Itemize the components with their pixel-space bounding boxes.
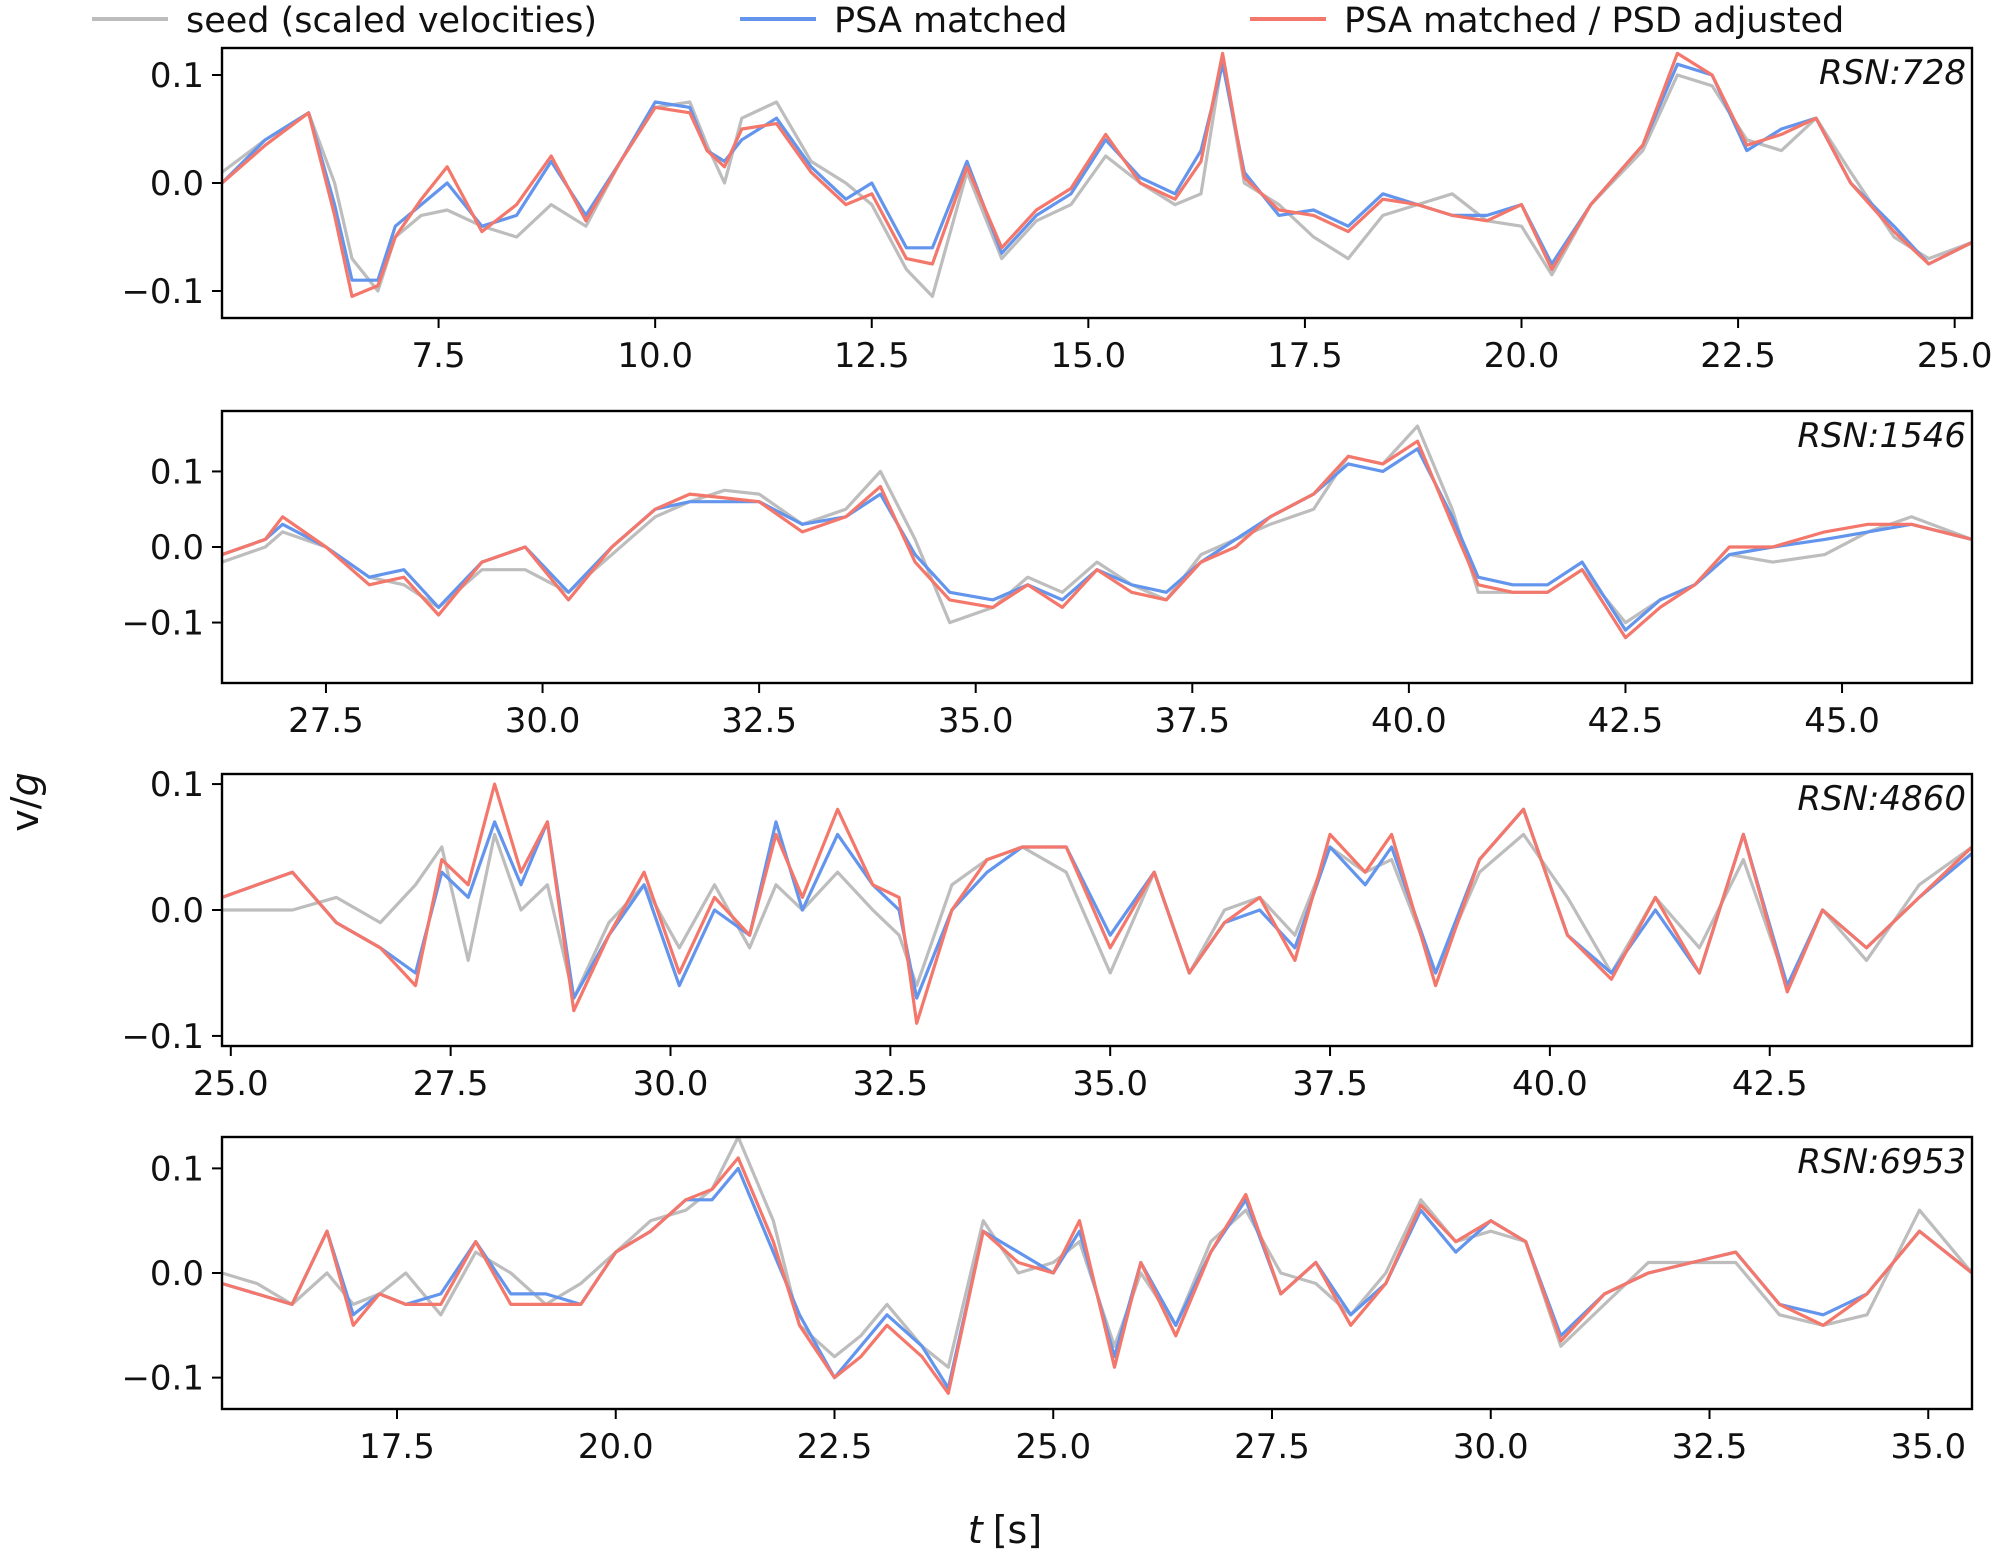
y-tick-label: −0.1 [121,1359,204,1399]
plot-area [222,1137,1972,1395]
legend-label-psa-psd-adjusted: PSA matched / PSD adjusted [1344,1,1844,41]
y-tick-label: 0.1 [150,56,204,96]
y-tick-label: −0.1 [121,272,204,312]
y-tick-label: 0.1 [150,452,204,492]
x-tick-label: 35.0 [1890,1427,1966,1467]
panel-rsn-6953: 17.5 20.0 22.5 25.0 27.5 30.0 32.5 35.0 0.1 0.0 −0… [121,1135,1974,1467]
x-tick-label: 45.0 [1804,701,1880,741]
y-tick-label: 0.0 [150,164,204,204]
x-tick-label: 42.5 [1588,701,1664,741]
y-axis-label-italic: g [3,772,47,796]
plot-area [222,424,1972,640]
series-line-psa-matched [222,1166,1972,1390]
legend-item-psa-matched: PSA matched [740,1,1067,41]
legend-label-seed: seed (scaled velocities) [186,1,597,41]
record-tag: RSN:1546 [1797,416,1966,456]
x-tick-label: 12.5 [834,336,910,376]
x-tick-label: 22.5 [797,1427,873,1467]
x-axis-label: t [s] [968,1508,1042,1552]
x-axis-label-italic: t [968,1508,985,1552]
legend: seed (scaled velocities) PSA matched PSA… [92,1,1844,41]
x-tick-label: 20.0 [1484,336,1560,376]
x-tick-label: 25.0 [1015,1427,1091,1467]
axes-frame [220,409,1974,685]
x-tick-label: 25.0 [193,1064,269,1104]
y-tick-label: 0.1 [150,1149,204,1189]
x-tick-label: 32.5 [721,701,797,741]
x-tick-label: 10.0 [617,336,693,376]
panel-rsn-728: 7.5 10.0 12.5 15.0 17.5 20.0 22.5 25.0 0.1 0.0 −0.… [121,46,1993,376]
series-line-psa-matched [222,447,1972,632]
x-tick-label: 40.0 [1512,1064,1588,1104]
series-line-psa-psd-adjusted [222,1156,1972,1395]
y-tick-label: 0.1 [150,765,204,805]
x-tick-label: 37.5 [1154,701,1230,741]
y-axis-label-main: v/ [3,796,47,831]
y-tick-label: −0.1 [121,1017,204,1057]
record-tag: RSN:4860 [1797,779,1966,819]
x-tick-label: 27.5 [288,701,364,741]
y-tick-label: −0.1 [121,604,204,644]
panel-rsn-4860: 25.0 27.5 30.0 32.5 35.0 37.5 40.0 42.5 0.1 0.0 −0… [121,765,1974,1104]
x-tick-label: 17.5 [1267,336,1343,376]
record-tag: RSN:6953 [1797,1142,1966,1182]
series-line-seed [222,57,1972,298]
x-tick-label: 32.5 [852,1064,928,1104]
series-line-psa-matched [222,807,1972,1000]
x-tick-label: 27.5 [413,1064,489,1104]
axes-frame [220,1135,1974,1411]
panel-rsn-1546: 27.5 30.0 32.5 35.0 37.5 40.0 42.5 45.0 0.1 0.0 −0… [121,409,1974,741]
y-tick-label: 0.0 [150,891,204,931]
x-tick-label: 30.0 [633,1064,709,1104]
x-tick-label: 30.0 [1453,1427,1529,1467]
plot-area [222,782,1972,1025]
x-tick-label: 32.5 [1672,1427,1748,1467]
x-tick-label: 40.0 [1371,701,1447,741]
x-tick-label: 22.5 [1700,336,1776,376]
legend-label-psa-matched: PSA matched [834,1,1067,41]
series-line-seed [222,424,1972,625]
y-tick-label: 0.0 [150,1254,204,1294]
x-tick-label: 35.0 [938,701,1014,741]
legend-item-psa-psd-adjusted: PSA matched / PSD adjusted [1250,1,1844,41]
x-tick-label: 7.5 [412,336,466,376]
legend-item-seed: seed (scaled velocities) [92,1,597,41]
x-tick-label: 17.5 [359,1427,435,1467]
series-line-psa-matched [222,62,1972,282]
y-tick-label: 0.0 [150,528,204,568]
x-tick-label: 27.5 [1234,1427,1310,1467]
x-tick-label: 35.0 [1072,1064,1148,1104]
y-axis-label: v/g [3,772,47,831]
series-line-psa-psd-adjusted [222,51,1972,298]
x-tick-label: 15.0 [1050,336,1126,376]
plot-area [222,51,1972,298]
record-tag: RSN:728 [1819,53,1966,93]
axes-frame [220,46,1974,320]
x-tick-label: 25.0 [1917,336,1993,376]
series-line-psa-psd-adjusted [222,782,1972,1025]
x-tick-label: 30.0 [505,701,581,741]
x-axis-label-unit: [s] [993,1508,1042,1552]
series-line-psa-psd-adjusted [222,439,1972,640]
x-tick-label: 20.0 [578,1427,654,1467]
x-tick-label: 42.5 [1732,1064,1808,1104]
x-tick-label: 37.5 [1292,1064,1368,1104]
